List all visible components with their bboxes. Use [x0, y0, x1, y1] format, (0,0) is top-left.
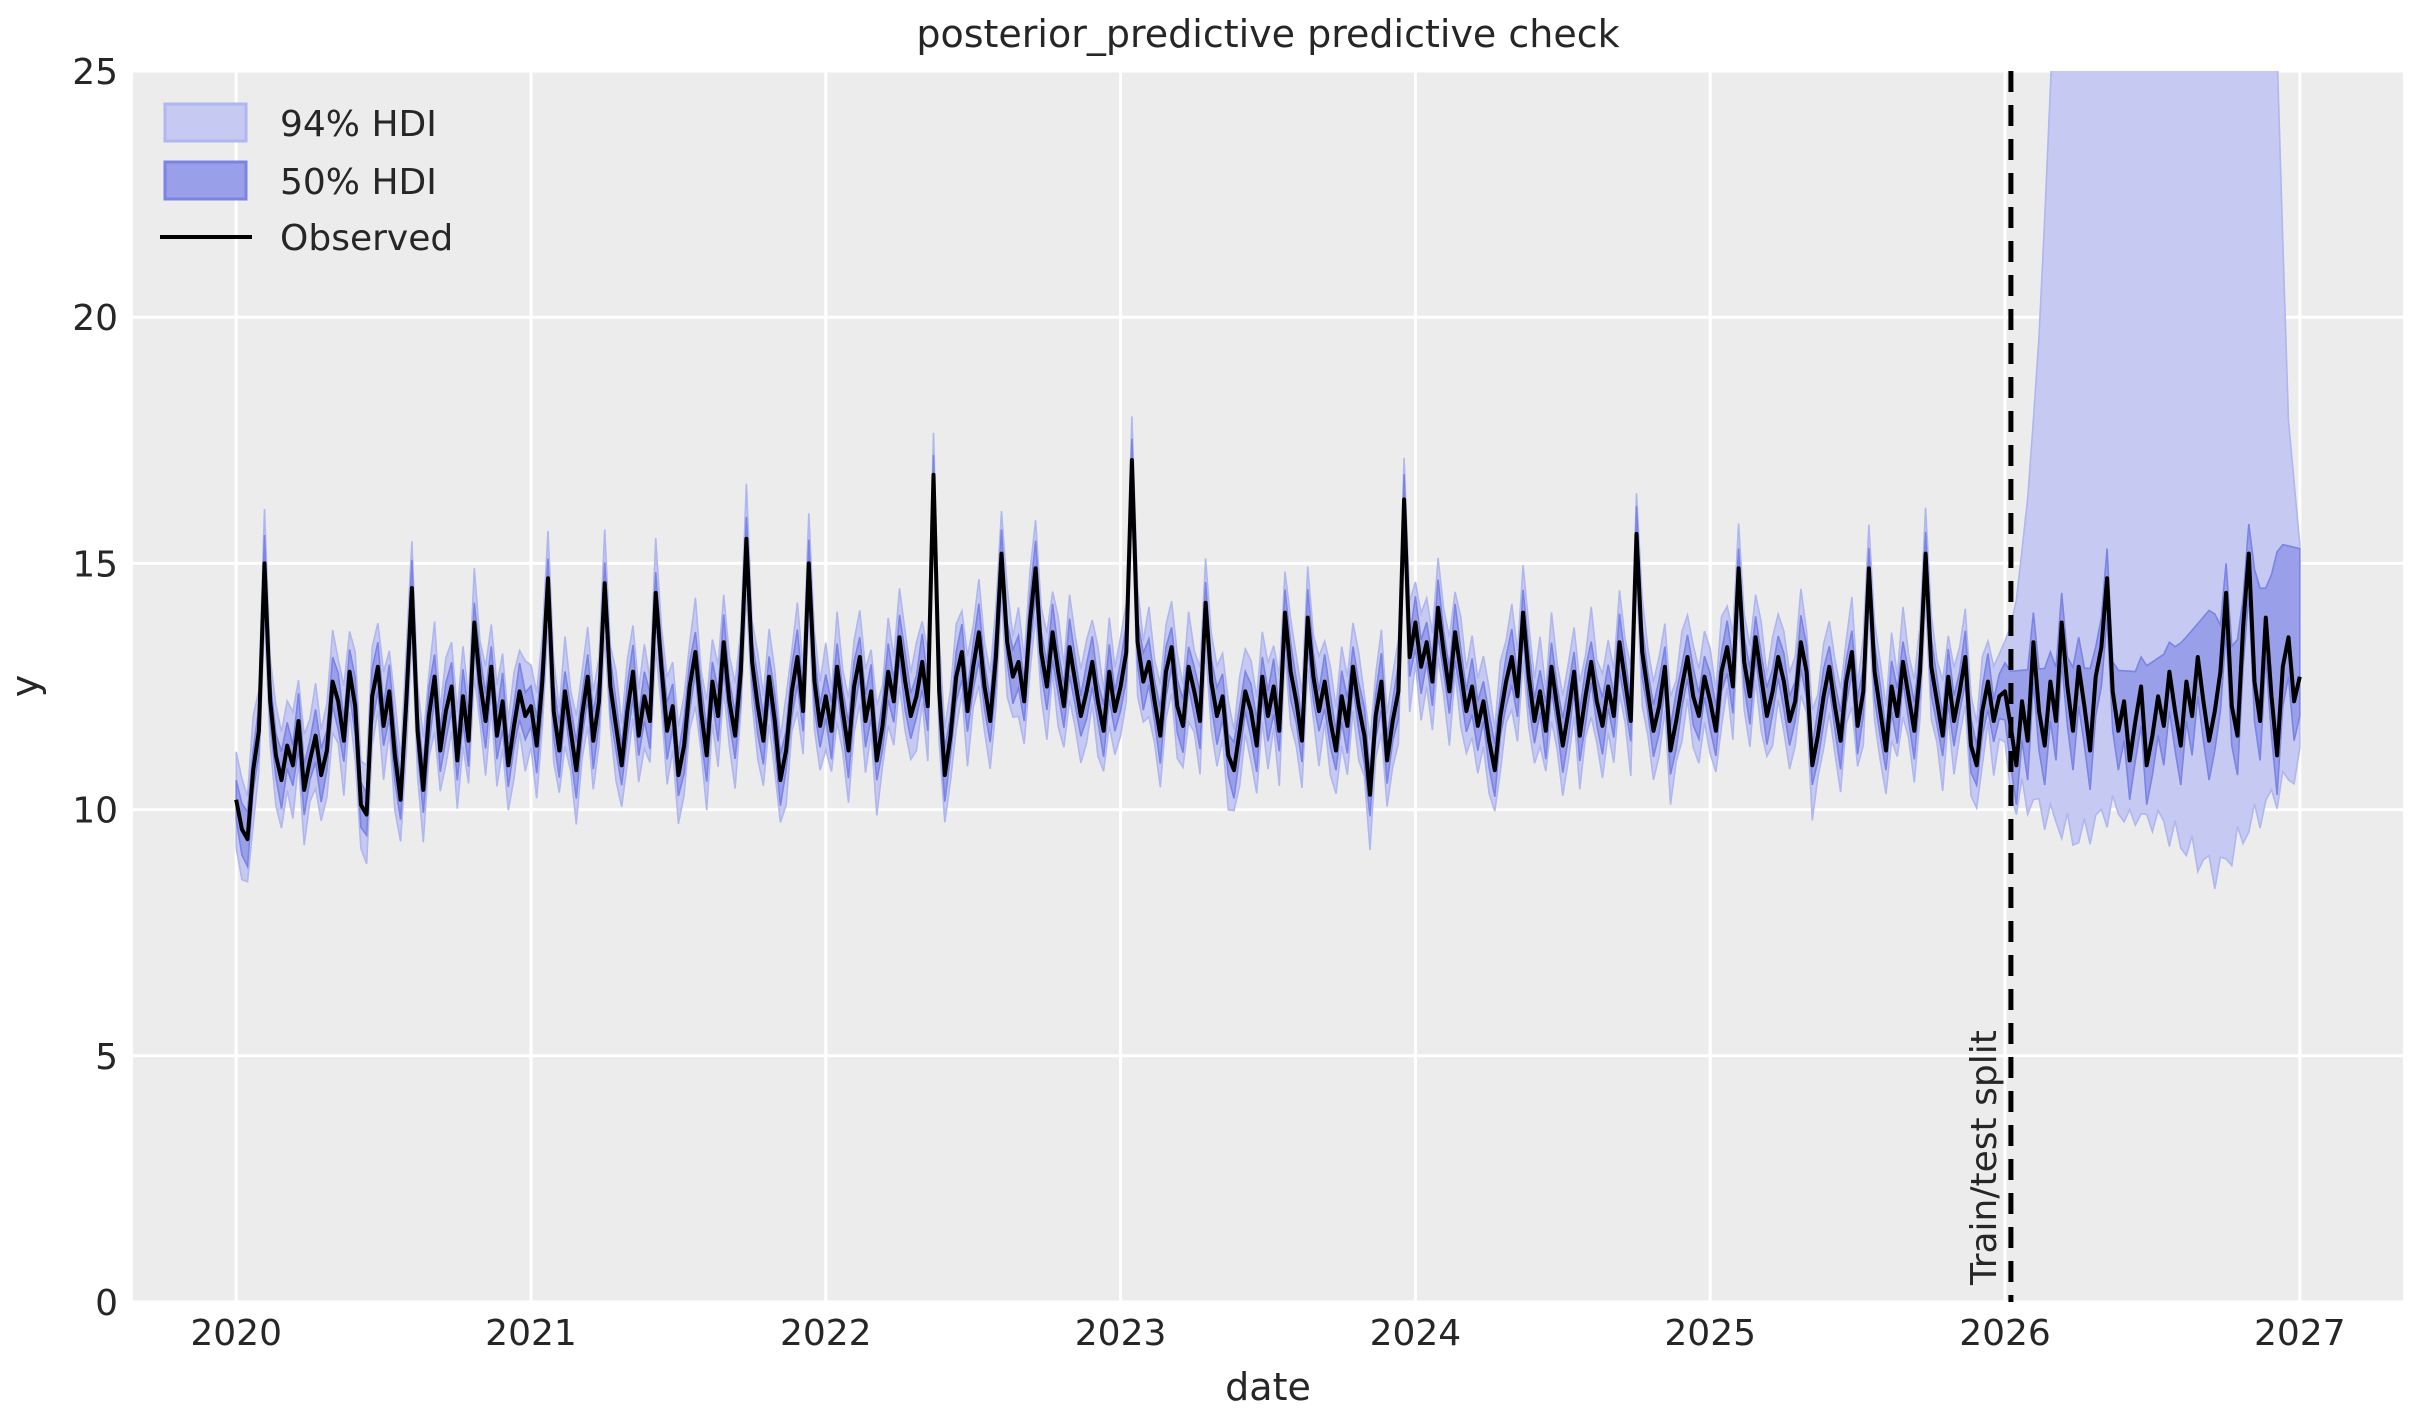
x-tick-label: 2020: [190, 1313, 282, 1354]
x-tick-label: 2026: [1959, 1313, 2051, 1354]
legend-label-50-hdi: 50% HDI: [280, 162, 437, 203]
y-axis-ticks: 0 5 10 15 20 25: [72, 52, 118, 1324]
hdi-50-band: [235, 438, 2301, 870]
y-tick-label: 15: [72, 544, 118, 585]
x-tick-label: 2023: [1075, 1313, 1167, 1354]
legend: 94% HDI 50% HDI Observed: [160, 102, 453, 259]
legend-swatch-50-hdi: [163, 160, 248, 201]
y-axis-label: y: [3, 675, 47, 698]
y-tick-label: 5: [95, 1037, 118, 1078]
observed-line: [234, 458, 2302, 842]
chart-title: posterior_predictive predictive check: [916, 12, 1619, 56]
x-tick-label: 2022: [780, 1313, 872, 1354]
y-tick-label: 0: [95, 1283, 118, 1324]
y-tick-label: 10: [72, 791, 118, 832]
legend-label-94-hdi: 94% HDI: [280, 104, 437, 145]
train-test-split-label: Train/test split: [1964, 1030, 2005, 1286]
x-tick-label: 2021: [485, 1313, 577, 1354]
y-tick-label: 20: [72, 298, 118, 339]
x-tick-label: 2027: [2254, 1313, 2346, 1354]
legend-label-observed: Observed: [280, 218, 453, 259]
legend-swatch-94-hdi: [163, 102, 248, 143]
y-tick-label: 25: [72, 52, 118, 93]
series-layer: [234, 71, 2302, 889]
x-tick-label: 2024: [1370, 1313, 1462, 1354]
x-axis-ticks: 2020 2021 2022 2023 2024 2025 2026 2027: [190, 1313, 2345, 1354]
x-axis-label: date: [1225, 1365, 1311, 1409]
x-tick-label: 2025: [1664, 1313, 1756, 1354]
